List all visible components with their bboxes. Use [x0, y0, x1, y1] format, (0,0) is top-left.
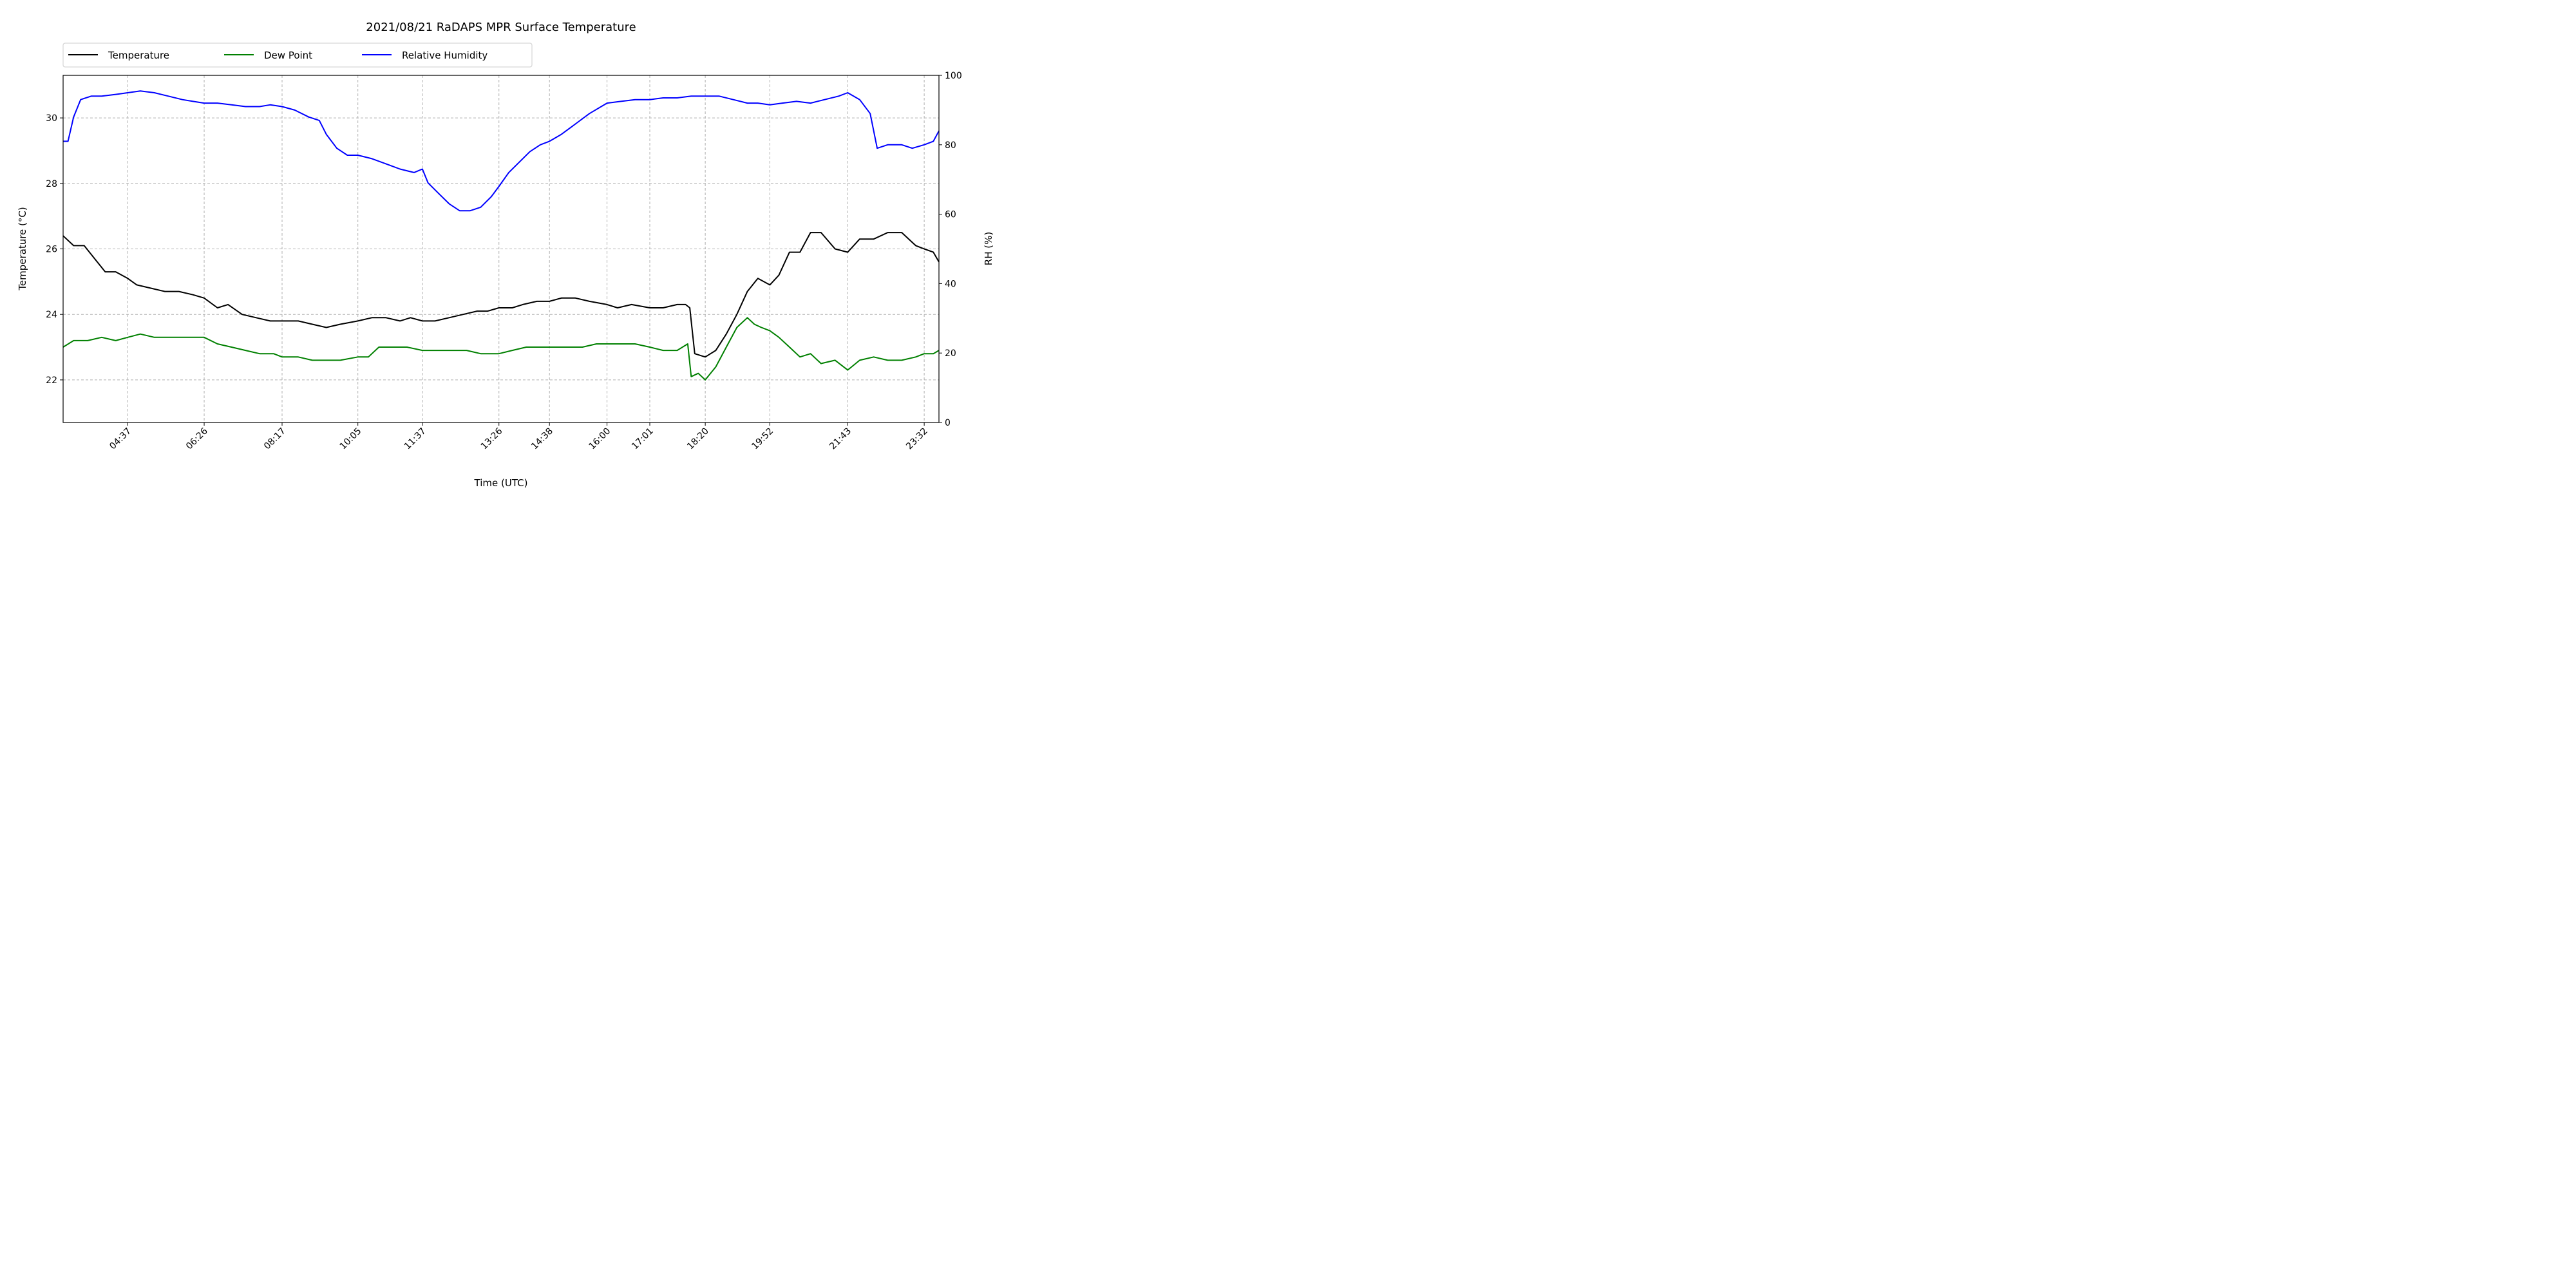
x-tick-label: 08:17	[262, 426, 288, 452]
x-axis-label: Time (UTC)	[474, 477, 528, 489]
legend-frame	[62, 43, 533, 68]
y2-tick-label: 40	[945, 279, 956, 289]
y-axis-label: Temperature (°C)	[17, 207, 28, 290]
legend-label-dew-point: Dew Point	[264, 50, 312, 61]
series-line-relative-humidity	[63, 90, 940, 212]
y2-axis-label: RH (%)	[983, 232, 994, 265]
series-layer	[62, 90, 940, 381]
y2-tick-label: 60	[945, 210, 956, 220]
y2-tick-label: 100	[945, 71, 962, 81]
grid	[63, 75, 939, 422]
x-tick-label: 21:43	[828, 426, 853, 452]
y-tick-label: 30	[46, 113, 57, 124]
x-tick-label: 11:37	[402, 426, 428, 452]
chart-title: 2021/08/21 RaDAPS MPR Surface Temperatur…	[366, 21, 636, 34]
y-tick-label: 22	[46, 375, 57, 386]
x-tick-label: 16:00	[587, 426, 613, 452]
series-line-temperature	[62, 232, 940, 358]
x-tick-label: 17:01	[630, 426, 656, 452]
y2-tick-label: 20	[945, 348, 956, 359]
chart: 04:37 06:26 08:17 10:05 11:37 13:26 14:38 16:00…	[17, 21, 994, 489]
x-tick-label: 13:26	[479, 426, 505, 451]
y-tick-label: 24	[46, 310, 57, 320]
x-tick-label: 23:32	[904, 426, 930, 452]
x-tick-label: 14:38	[529, 426, 555, 452]
legend-label-relative-humidity: Relative Humidity	[402, 50, 488, 61]
y2-tick-label: 0	[945, 418, 951, 428]
legend-label-temperature: Temperature	[108, 50, 169, 61]
y2-tick-label: 80	[945, 140, 956, 151]
x-tick-label: 06:26	[184, 426, 210, 451]
x-tick-label: 04:37	[108, 426, 133, 452]
x-tick-label: 10:05	[338, 426, 364, 452]
series-line-dew-point	[62, 317, 940, 381]
x-tick-label: 19:52	[750, 426, 775, 452]
y-tick-label: 26	[46, 245, 57, 255]
ticks: 04:37 06:26 08:17 10:05 11:37 13:26 14:38 16:00…	[46, 71, 962, 451]
legend: Temperature Dew Point Relative Humidity	[62, 43, 533, 68]
y-tick-label: 28	[46, 179, 57, 189]
x-tick-label: 18:20	[685, 426, 711, 452]
